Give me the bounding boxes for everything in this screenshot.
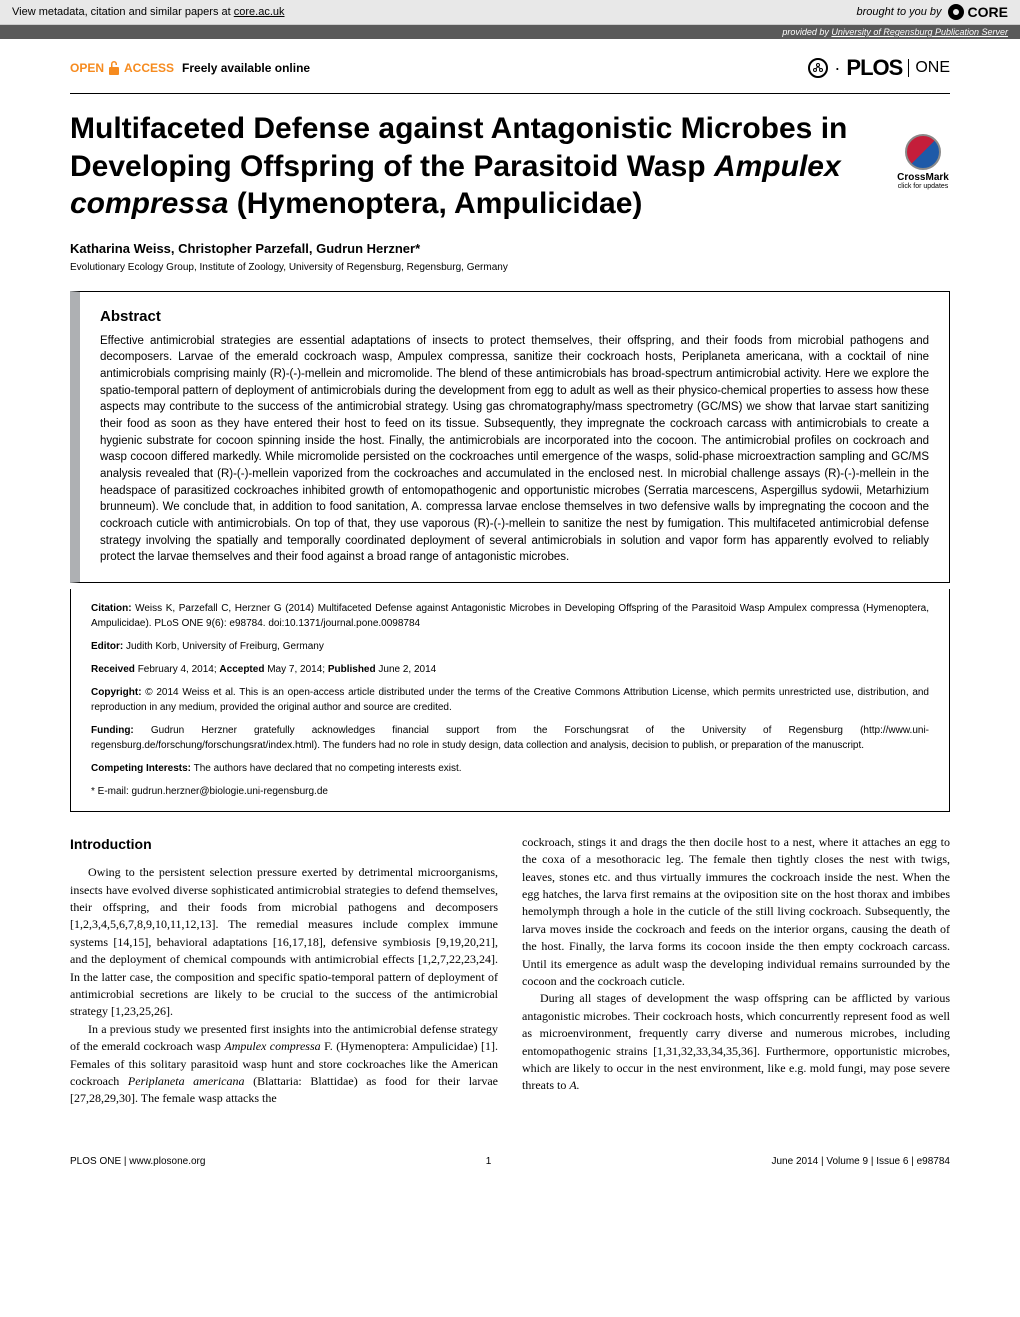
affiliation: Evolutionary Ecology Group, Institute of… — [70, 262, 950, 273]
intro-p2: In a previous study we presented first i… — [70, 1021, 498, 1108]
copyright-text: © 2014 Weiss et al. This is an open-acce… — [91, 687, 929, 713]
access-text: ACCESS — [124, 61, 174, 75]
open-access-badge: OPEN ACCESS Freely available online — [70, 61, 310, 75]
header-row: OPEN ACCESS Freely available online · PL… — [70, 49, 950, 93]
crossmark-icon — [905, 134, 941, 170]
column-right: cockroach, stings it and drags the then … — [522, 834, 950, 1108]
funding-line: Funding: Gudrun Herzner gratefully ackno… — [91, 723, 929, 753]
p4-species: A. — [569, 1078, 579, 1092]
copyright-label: Copyright: — [91, 687, 142, 698]
authors: Katharina Weiss, Christopher Parzefall, … — [70, 241, 950, 256]
received-label: Received — [91, 664, 135, 675]
core-link[interactable]: core.ac.uk — [234, 6, 285, 18]
competing-line: Competing Interests: The authors have de… — [91, 761, 929, 776]
p2-species: Ampulex compressa — [224, 1039, 320, 1053]
plos-text: PLOS — [846, 55, 902, 81]
citation-line: Citation: Weiss K, Parzefall C, Herzner … — [91, 601, 929, 631]
email-line: * E-mail: gudrun.herzner@biologie.uni-re… — [91, 784, 929, 799]
published-text: June 2, 2014 — [376, 664, 437, 675]
abstract-box: Abstract Effective antimicrobial strateg… — [70, 291, 950, 583]
dates-line: Received February 4, 2014; Accepted May … — [91, 662, 929, 677]
intro-p3: cockroach, stings it and drags the then … — [522, 834, 950, 991]
brought-by-text: brought to you by — [857, 6, 942, 18]
freely-text: Freely available online — [182, 61, 310, 75]
funding-text: Gudrun Herzner gratefully acknowledges f… — [91, 725, 929, 751]
provided-banner: provided by University of Regensburg Pub… — [0, 25, 1020, 39]
intro-heading: Introduction — [70, 834, 498, 854]
page-footer: PLOS ONE | www.plosone.org 1 June 2014 |… — [70, 1148, 950, 1167]
core-icon — [948, 4, 964, 20]
citation-label: Citation: — [91, 603, 132, 614]
abstract-heading: Abstract — [100, 308, 929, 325]
plos-circle-icon — [808, 58, 828, 78]
core-banner: View metadata, citation and similar pape… — [0, 0, 1020, 25]
abstract-text: Effective antimicrobial strategies are e… — [100, 333, 929, 566]
header-divider — [70, 93, 950, 94]
published-label: Published — [328, 664, 376, 675]
provided-link[interactable]: University of Regensburg Publication Ser… — [831, 27, 1008, 37]
received-text: February 4, 2014; — [135, 664, 220, 675]
footer-right: June 2014 | Volume 9 | Issue 6 | e98784 — [772, 1156, 950, 1167]
funding-label: Funding: — [91, 725, 134, 736]
copyright-line: Copyright: © 2014 Weiss et al. This is a… — [91, 685, 929, 715]
core-label: CORE — [968, 4, 1008, 20]
editor-line: Editor: Judith Korb, University of Freib… — [91, 639, 929, 654]
citation-text: Weiss K, Parzefall C, Herzner G (2014) M… — [91, 603, 929, 629]
plos-one-text: ONE — [908, 59, 950, 77]
title-part2: (Hymenoptera, Ampulicidae) — [228, 187, 642, 220]
plos-logo: · PLOS ONE — [808, 55, 950, 81]
crossmark-sub: click for updates — [896, 183, 950, 190]
core-right: brought to you by CORE — [857, 4, 1008, 20]
article-title: Multifaceted Defense against Antagonisti… — [70, 110, 880, 223]
intro-p4: During all stages of development the was… — [522, 990, 950, 1094]
column-left: Introduction Owing to the persistent sel… — [70, 834, 498, 1108]
competing-text: The authors have declared that no compet… — [191, 763, 462, 774]
body-columns: Introduction Owing to the persistent sel… — [70, 834, 950, 1108]
accepted-label: Accepted — [219, 664, 264, 675]
core-metadata-text: View metadata, citation and similar pape… — [12, 6, 285, 18]
open-text: OPEN — [70, 61, 104, 75]
citation-box: Citation: Weiss K, Parzefall C, Herzner … — [70, 589, 950, 812]
core-logo[interactable]: CORE — [948, 4, 1008, 20]
p4a: During all stages of development the was… — [522, 991, 950, 1092]
accepted-text: May 7, 2014; — [264, 664, 327, 675]
provided-prefix: provided by — [782, 27, 831, 37]
competing-label: Competing Interests: — [91, 763, 191, 774]
intro-p1: Owing to the persistent selection pressu… — [70, 864, 498, 1021]
editor-text: Judith Korb, University of Freiburg, Ger… — [123, 641, 324, 652]
crossmark-badge[interactable]: CrossMark click for updates — [896, 110, 950, 190]
editor-label: Editor: — [91, 641, 123, 652]
metadata-prefix: View metadata, citation and similar pape… — [12, 6, 234, 18]
footer-left: PLOS ONE | www.plosone.org — [70, 1156, 205, 1167]
footer-page-num: 1 — [486, 1156, 492, 1167]
crossmark-label: CrossMark — [896, 172, 950, 183]
lock-icon — [108, 61, 120, 75]
p2-species2: Periplaneta americana — [128, 1074, 245, 1088]
title-row: Multifaceted Defense against Antagonisti… — [70, 110, 950, 223]
